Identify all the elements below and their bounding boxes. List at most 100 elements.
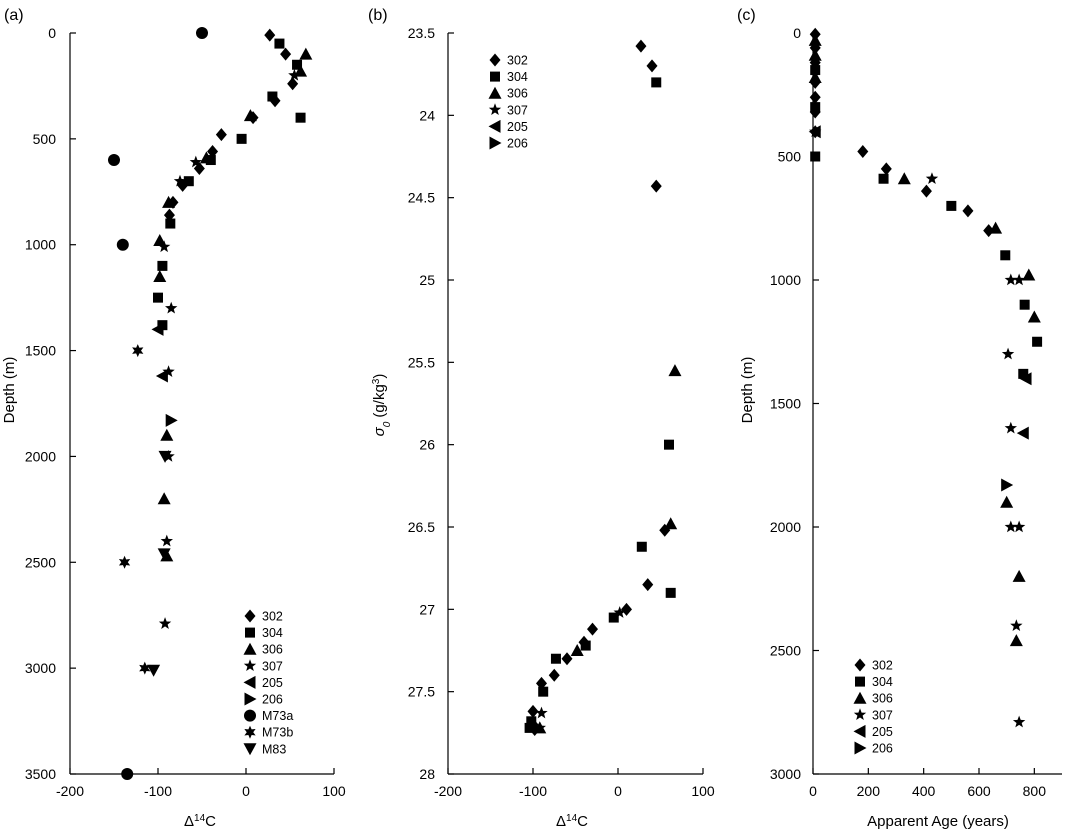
x-tick-label: 100 xyxy=(322,783,346,799)
data-point-307 xyxy=(158,617,172,629)
legend-label: 205 xyxy=(262,676,283,690)
data-point-302 xyxy=(207,145,219,159)
data-point-206 xyxy=(1001,478,1014,492)
y-tick-label: 3000 xyxy=(25,660,56,676)
y-axis-title: Depth (m) xyxy=(739,357,756,424)
x-axis-title: Δ14C xyxy=(184,813,216,831)
data-point-m73a xyxy=(121,768,134,780)
x-axis-title: Δ14C xyxy=(556,813,588,831)
data-point-306 xyxy=(1000,495,1014,508)
legend-marker-m73a xyxy=(244,709,256,722)
y-tick-label: 24.5 xyxy=(408,190,435,206)
y-tick-label: 1500 xyxy=(770,396,801,412)
x-tick-label: 0 xyxy=(809,783,817,799)
legend-marker-306 xyxy=(853,691,867,704)
legend-label: 306 xyxy=(262,643,283,657)
data-point-304 xyxy=(526,716,537,727)
data-point-302 xyxy=(215,128,227,142)
legend-marker-m83 xyxy=(243,743,257,756)
data-point-307 xyxy=(1004,273,1017,286)
data-point-m73b xyxy=(132,344,144,358)
data-point-306 xyxy=(808,48,822,61)
data-point-307 xyxy=(535,706,548,719)
data-point-302 xyxy=(642,578,654,592)
data-point-304 xyxy=(1000,250,1011,261)
data-point-306 xyxy=(570,644,584,656)
y-tick-label: 500 xyxy=(778,149,802,165)
data-point-306 xyxy=(808,70,822,83)
data-point-304 xyxy=(810,151,821,162)
data-point-307 xyxy=(173,174,187,187)
y-tick-label: 26 xyxy=(419,437,435,453)
x-tick-label: -100 xyxy=(519,783,547,799)
data-point-304 xyxy=(664,439,674,450)
data-point-m73a xyxy=(196,27,208,39)
legend-label: 306 xyxy=(872,692,893,706)
data-point-205 xyxy=(155,369,168,383)
data-point-307 xyxy=(1012,520,1026,533)
legend-marker-304 xyxy=(855,676,865,687)
legend-marker-205 xyxy=(488,119,501,133)
data-point-302 xyxy=(280,47,292,61)
legend: 302 304 306 307 205 206 M73a M73b M83 xyxy=(243,609,293,756)
legend-label: 304 xyxy=(262,626,283,640)
data-point-m73a xyxy=(116,238,129,251)
legend-marker-302 xyxy=(854,658,866,672)
y-tick-label: 2500 xyxy=(25,554,56,570)
x-tick-label: -200 xyxy=(56,783,84,799)
data-point-306 xyxy=(299,47,313,60)
data-point-306 xyxy=(664,517,678,530)
data-point-304 xyxy=(165,218,176,229)
legend: 302 304 306 307 205 206 xyxy=(488,53,528,151)
data-point-205 xyxy=(1019,372,1032,386)
y-axis-title: Depth (m) xyxy=(1,357,18,424)
data-point-304 xyxy=(236,133,247,144)
y-tick-label: 1000 xyxy=(770,272,801,288)
data-point-205 xyxy=(1016,426,1029,440)
legend-label: 302 xyxy=(507,54,528,68)
legend-marker-206 xyxy=(244,692,257,706)
data-point-m83 xyxy=(157,548,171,561)
data-point-302 xyxy=(548,668,560,682)
x-tick-label: 0 xyxy=(614,783,622,799)
data-point-m73b xyxy=(139,661,151,675)
legend-label: 307 xyxy=(262,659,283,673)
y-tick-label: 25.5 xyxy=(408,354,435,370)
data-point-304 xyxy=(524,722,535,733)
y-tick-label: 28 xyxy=(419,766,435,782)
legend-label: 302 xyxy=(872,659,893,673)
data-point-306 xyxy=(243,109,257,122)
panel-label: (b) xyxy=(368,7,388,24)
legend-label: 205 xyxy=(872,725,893,739)
legend-marker-306 xyxy=(243,642,257,655)
legend-label: 307 xyxy=(872,708,893,722)
data-point-302 xyxy=(920,184,932,198)
legend-label: M83 xyxy=(262,742,286,756)
data-point-206 xyxy=(165,413,178,427)
y-tick-label: 24 xyxy=(419,107,435,123)
data-point-306 xyxy=(1027,310,1041,323)
x-tick-label: 400 xyxy=(912,783,936,799)
data-point-307 xyxy=(288,68,301,81)
panel-a: (a)-200 -100 0 1000500100015002000250030003… xyxy=(1,7,346,830)
y-tick-label: 27 xyxy=(419,601,435,617)
data-point-302 xyxy=(587,622,598,636)
data-point-306 xyxy=(808,33,822,46)
data-point-205 xyxy=(151,322,164,336)
legend-label: 306 xyxy=(507,87,528,101)
legend-marker-304 xyxy=(245,627,255,638)
data-point-304 xyxy=(295,112,306,123)
data-point-304 xyxy=(665,587,676,598)
x-tick-label: 600 xyxy=(967,783,991,799)
data-point-306 xyxy=(162,195,176,208)
data-point-306 xyxy=(989,221,1003,234)
data-point-304 xyxy=(878,173,889,184)
data-point-307 xyxy=(533,721,546,734)
x-tick-label: 200 xyxy=(857,783,881,799)
data-point-306 xyxy=(199,151,213,164)
x-tick-label: 0 xyxy=(242,783,250,799)
legend-marker-304 xyxy=(490,71,500,82)
legend-marker-m73b xyxy=(244,725,256,739)
data-point-306 xyxy=(1022,268,1036,281)
